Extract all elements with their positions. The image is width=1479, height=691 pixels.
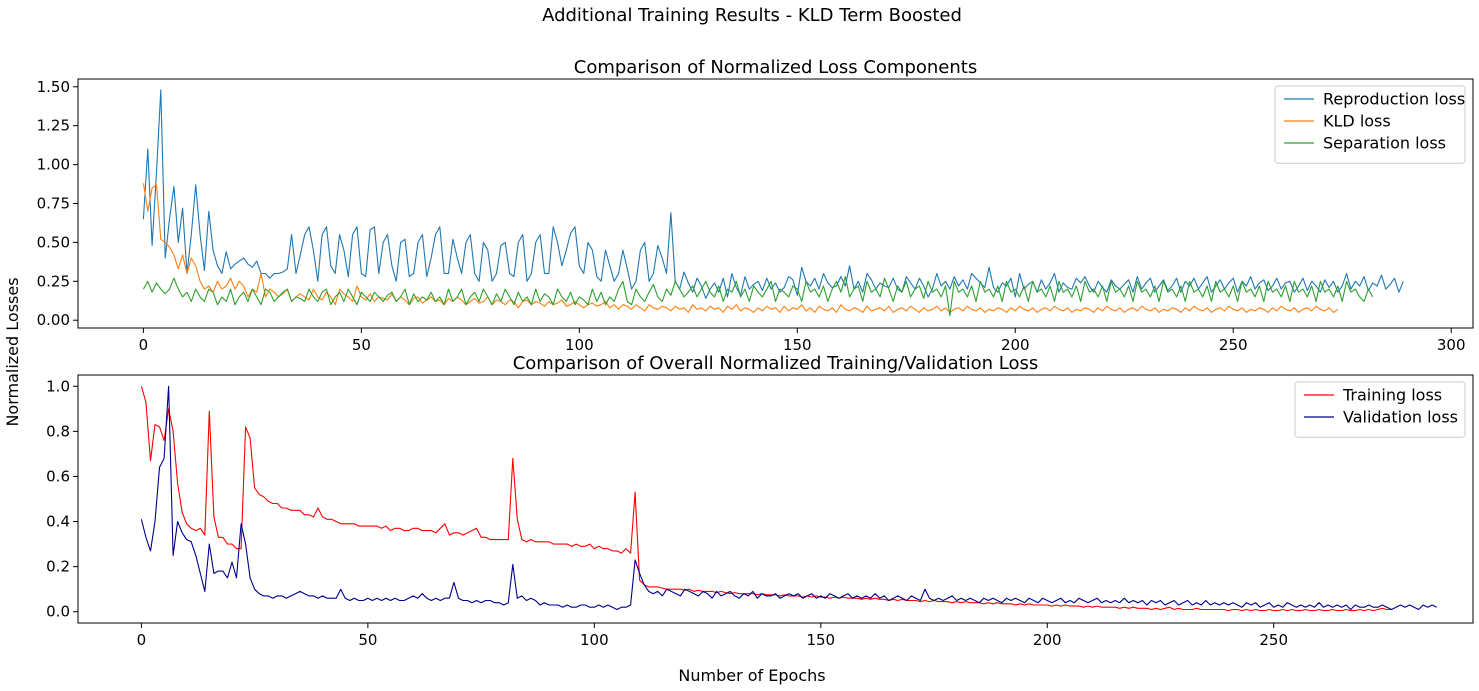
top-y-tick-label: 1.25 [37,117,70,135]
top-y-tick-label: 0.00 [37,311,70,329]
bottom-legend-label-training-loss: Training loss [1342,386,1442,405]
bottom-x-tick-label: 150 [806,631,835,649]
bottom-chart-title: Comparison of Overall Normalized Trainin… [513,353,1039,374]
top-x-tick-label: 200 [1001,336,1030,354]
bottom-y-tick-label: 0.0 [46,603,70,621]
top-plot-frame [77,78,1474,329]
top-series-reproduction-loss-line [142,89,1404,299]
bottom-x-tick-label: 50 [358,631,377,649]
top-legend-label-reproduction-loss: Reproduction loss [1323,90,1465,109]
shared-y-axis-label: Normalized Losses [3,277,22,426]
top-x-tick-label: 50 [352,336,371,354]
bottom-x-tick-label: 100 [580,631,609,649]
top-y-tick-label: 1.00 [37,156,70,174]
top-series-kld-loss-line [142,183,1339,313]
figure-suptitle: Additional Training Results - KLD Term B… [542,5,962,26]
bottom-series-validation-loss-line [140,385,1438,611]
bottom-legend-label-validation-loss: Validation loss [1343,408,1458,427]
bottom-y-tick-label: 0.6 [46,467,70,485]
top-y-tick-label: 1.50 [37,78,70,96]
bottom-legend [1294,381,1466,438]
top-y-tick-label: 0.75 [37,195,70,213]
bottom-x-tick-label: 200 [1033,631,1062,649]
bottom-y-tick-label: 0.8 [46,422,70,440]
top-legend [1274,85,1466,164]
shared-x-axis-label: Number of Epochs [678,666,825,685]
bottom-x-tick-label: 250 [1259,631,1288,649]
top-x-tick-label: 0 [139,336,149,354]
top-chart: Comparison of Normalized Loss Components… [37,57,1474,354]
top-x-tick-label: 150 [783,336,812,354]
top-y-tick-label: 0.50 [37,233,70,251]
top-series-separation-loss-line [142,276,1374,317]
bottom-series-training-loss-line [140,386,1392,612]
top-x-tick-label: 300 [1437,336,1466,354]
top-legend-label-separation-loss: Separation loss [1323,134,1446,153]
top-chart-title: Comparison of Normalized Loss Components [574,57,977,78]
bottom-chart: Comparison of Overall Normalized Trainin… [46,353,1474,649]
top-x-tick-label: 250 [1219,336,1248,354]
bottom-plot-frame [77,374,1474,624]
bottom-y-tick-label: 0.2 [46,558,70,576]
top-x-tick-label: 100 [565,336,594,354]
bottom-x-tick-label: 0 [137,631,147,649]
bottom-y-tick-label: 0.4 [46,513,70,531]
top-legend-label-kld-loss: KLD loss [1323,112,1391,131]
top-y-tick-label: 0.25 [37,272,70,290]
bottom-y-tick-label: 1.0 [46,377,70,395]
